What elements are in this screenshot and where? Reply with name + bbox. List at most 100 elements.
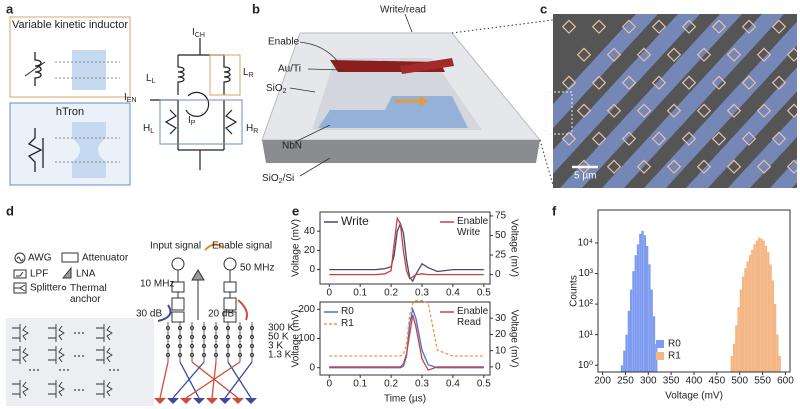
sem-stripe (602, 14, 784, 188)
legend-label: Enable Write (457, 216, 489, 238)
hist-bar (623, 350, 626, 372)
out-arrow (219, 398, 231, 404)
legend-label: LNA (76, 269, 96, 280)
cross-line (179, 361, 200, 399)
sem-device (621, 19, 637, 34)
plot-frame (319, 211, 491, 285)
y-tick-label: 0 (309, 264, 315, 275)
ellipsis-dot (63, 369, 65, 371)
legend-label: R0 (668, 339, 681, 350)
sem-device (741, 19, 757, 34)
device (96, 346, 113, 364)
hist-bar (753, 244, 756, 372)
zoom-box (545, 91, 573, 135)
sem-device (666, 47, 682, 62)
series-line (329, 314, 484, 371)
sem-stripe (728, 112, 797, 188)
ellipsis-dot (109, 369, 111, 371)
legend-label: Attenuator (82, 253, 129, 264)
chip-slab (262, 140, 540, 163)
sem-device (606, 159, 622, 174)
out-arrow (154, 398, 166, 404)
device (96, 324, 113, 342)
sem-device (561, 19, 577, 34)
kinetic-box (9, 16, 131, 98)
sem-device (621, 75, 637, 90)
x-tick-label: 0 (326, 379, 332, 390)
legend-label: Thermal anchor (70, 283, 107, 305)
sem-device (711, 131, 727, 146)
sem-device (786, 47, 797, 62)
y2-tick-label: 0 (495, 269, 501, 280)
x-tick-label: 450 (709, 376, 726, 387)
hist-bar (636, 244, 640, 372)
legend-label: Write (341, 214, 369, 228)
ellipsis-dot (37, 369, 39, 371)
cross-line (172, 361, 205, 399)
label: HR (246, 123, 258, 135)
device (12, 380, 29, 398)
sem-device (726, 103, 742, 118)
subscript: L (152, 78, 156, 85)
cross-line (159, 361, 169, 399)
out-arrow (206, 398, 218, 404)
stage-label: 1.3 K (268, 350, 292, 361)
htron-outline (159, 99, 243, 145)
y2-axis-label: Voltage (mV) (508, 310, 519, 368)
sem-device (561, 131, 577, 146)
hist-bar (751, 249, 754, 372)
htron-symbol (27, 128, 44, 172)
label: SiO2 (266, 83, 287, 95)
label-part: SiO (266, 83, 283, 94)
circuit (150, 38, 238, 170)
ellipsis-dot (78, 389, 80, 391)
out-arrow (193, 398, 205, 404)
sem-device (696, 103, 712, 118)
ellipsis-dot (113, 369, 115, 371)
stage-label: 3 K (268, 341, 283, 352)
label: LR (243, 67, 254, 79)
out-arrow (167, 398, 179, 404)
kinetic-outline (209, 54, 241, 96)
out-arrow (180, 398, 192, 404)
y-tick-label: 100 (298, 333, 315, 344)
sem-device (711, 19, 727, 34)
y2-tick-label: 25 (495, 250, 507, 261)
y-tick-label: 10⁰ (578, 360, 593, 371)
hist-bar (764, 245, 768, 372)
ellipsis-dot (74, 332, 76, 334)
sem-device (756, 159, 772, 174)
variable-arrow (24, 61, 46, 77)
leaders (289, 13, 413, 177)
label: HL (143, 123, 154, 135)
legend-label: Splitter (30, 283, 62, 294)
hist-bar (627, 310, 630, 372)
x-tick-label: 500 (731, 376, 748, 387)
hist-bar (742, 276, 745, 372)
x-tick-label: 400 (686, 376, 703, 387)
y-tick-label: 40 (304, 226, 316, 237)
sem-device (576, 159, 592, 174)
ellipsis-dot (82, 332, 84, 334)
sem-stripe (560, 14, 742, 188)
y-tick-label: 200 (298, 304, 315, 315)
sem-device (651, 75, 667, 90)
label: Enable (268, 37, 300, 48)
panel-label: c (540, 1, 547, 16)
sem-device (681, 131, 697, 146)
hist-bar (762, 240, 765, 372)
hist-bar (625, 334, 628, 372)
x-tick-label: 600 (777, 376, 794, 387)
x-tick-label: 0.1 (353, 379, 367, 390)
series-line (329, 221, 484, 283)
y-axis-label: Voltage (mV) (291, 310, 302, 368)
enable-line (400, 58, 454, 74)
hist-bar (643, 235, 646, 372)
x-tick-label: 0.3 (415, 288, 429, 299)
series-line (329, 299, 484, 357)
stage-label: 50 K (268, 332, 289, 343)
sem-device (771, 75, 787, 90)
current-arrow (395, 95, 430, 107)
panel-label: b (252, 1, 260, 16)
